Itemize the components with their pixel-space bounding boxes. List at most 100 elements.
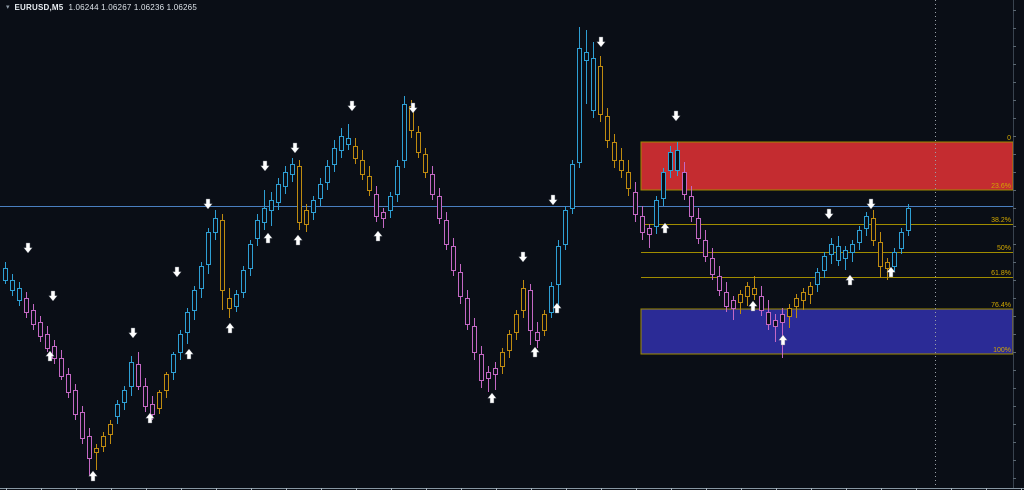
fib-level-label: 50% [997,245,1011,252]
sell-arrow-icon [128,327,138,339]
candle-body [535,332,540,341]
candle-body [528,290,533,331]
candle-body [878,242,883,267]
candle-body [395,166,400,195]
candle-body [38,322,43,337]
candle-body [759,296,764,311]
fib-level-label: 38.2% [991,217,1011,224]
candle-body [402,104,407,161]
candle-body [94,448,99,453]
candle-body [346,138,351,145]
candle-body [311,200,316,213]
candle-body [115,404,120,417]
symbol-dropdown-icon[interactable]: ▾ [6,3,10,11]
candle-body [556,246,561,285]
candle-body [752,288,757,295]
sell-arrow-icon [347,100,357,112]
candle-body [87,436,92,459]
sell-arrow-icon [824,208,834,220]
candle-body [269,200,274,211]
candle-body [703,240,708,257]
candle-body [500,352,505,367]
candle-body [248,244,253,269]
candle-body [808,286,813,295]
candle-body [794,298,799,307]
candle-body [675,150,680,171]
fib-level-label: 23.6% [991,183,1011,190]
candle-body [360,160,365,175]
fib-level-label: 100% [993,347,1011,354]
candle-body [297,166,302,223]
candle-body [493,368,498,375]
candle-body [549,286,554,313]
candle-body [143,386,148,407]
candle-body [521,288,526,311]
candle-body [871,218,876,241]
candle-body [696,218,701,239]
candlestick-series [3,27,911,476]
candle-body [514,314,519,333]
candle-body [234,294,239,307]
candle-body [178,334,183,353]
candle-body [654,200,659,227]
signal-arrows [23,36,896,482]
candle-body [619,160,624,171]
candle-body [458,272,463,297]
candle-body [640,216,645,233]
candle-body [24,298,29,313]
lower-blue-zone [640,308,1014,355]
candle-body [612,142,617,161]
candle-body [199,266,204,289]
fibonacci-retracement-zones[interactable] [640,141,1014,355]
sell-arrow-icon [48,290,58,302]
buy-arrow-icon [748,300,758,312]
candle-body [906,208,911,231]
buy-arrow-icon [845,274,855,286]
candle-body [507,334,512,351]
candle-body [437,196,442,219]
candle-body [339,136,344,151]
candle-body [171,354,176,373]
candle-body [206,232,211,265]
buy-arrow-icon [660,222,670,234]
candle-body [332,148,337,165]
candle-body [17,288,22,301]
fib-level-label: 0 [1007,135,1011,142]
candle-body [381,212,386,219]
candle-body [892,252,897,267]
candle-body [31,310,36,325]
candle-body [822,256,827,271]
candle-body [598,66,603,115]
candle-body [465,298,470,325]
candle-body [213,218,218,233]
candle-body [836,246,841,261]
buy-arrow-icon [145,412,155,424]
sell-arrow-icon [172,266,182,278]
candle-body [122,390,127,403]
fib-level-labels: 0 23.6% 38.2% 50% 61.8% 76.4% 100% [991,135,1011,354]
candle-body [262,208,267,223]
candle-body [738,294,743,303]
candle-body [80,412,85,439]
buy-arrow-icon [88,470,98,482]
candle-body [136,364,141,387]
sell-arrow-icon [671,110,681,122]
candle-body [731,300,736,309]
candle-body [283,172,288,187]
candle-body [227,298,232,309]
candle-body [10,280,15,291]
candle-body [766,312,771,325]
candle-body [59,358,64,377]
buy-arrow-icon [293,234,303,246]
candle-body [647,228,652,235]
fib-level-label: 76.4% [991,302,1011,309]
candle-body [780,314,785,323]
candle-body [108,424,113,435]
upper-red-zone [640,141,1014,191]
candle-body [164,374,169,391]
candle-body [829,244,834,255]
candle-body [192,290,197,311]
candle-body [689,196,694,217]
